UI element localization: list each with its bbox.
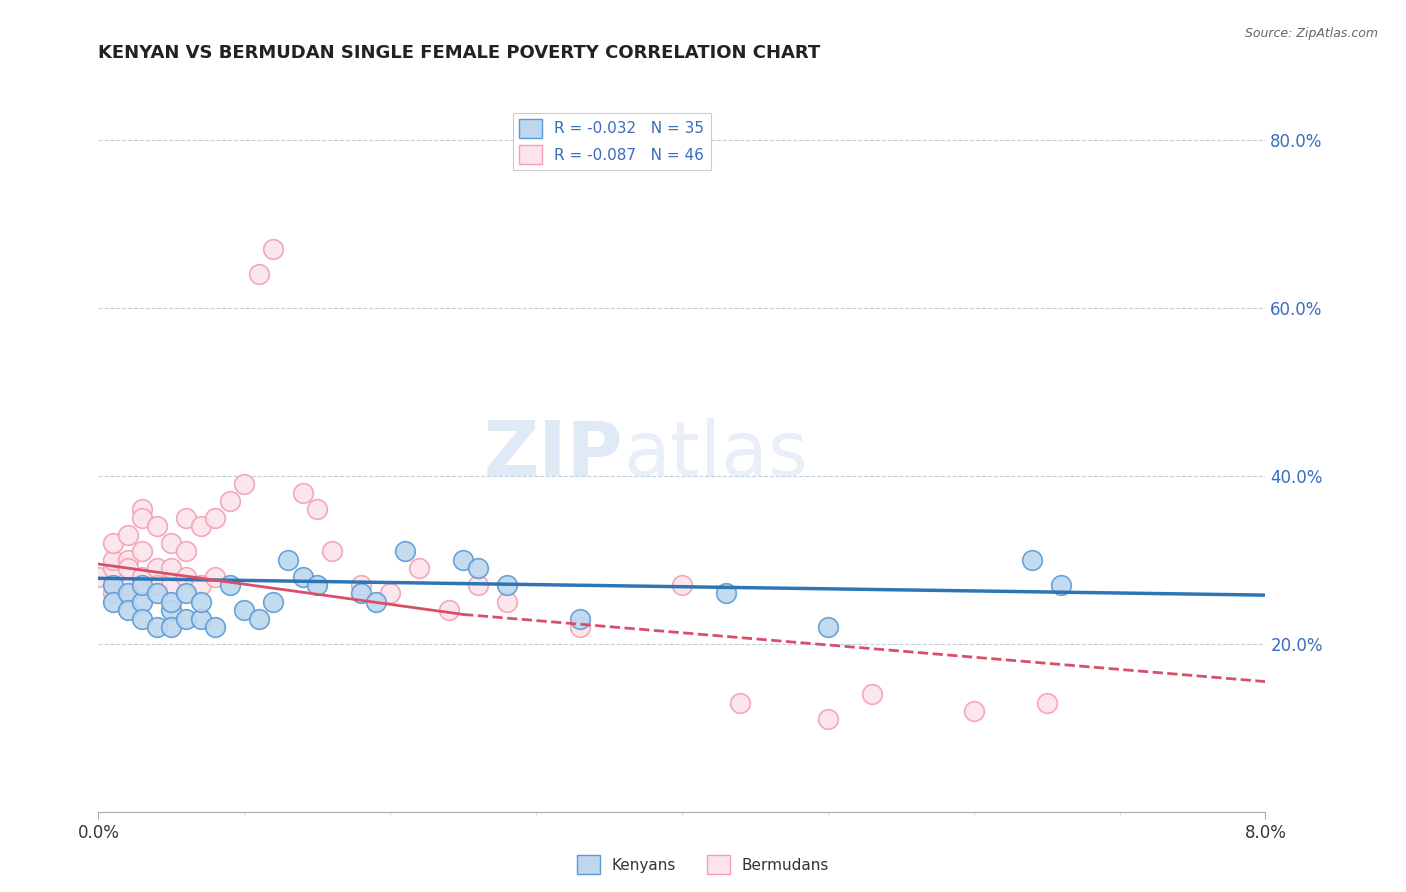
Point <box>568 612 591 626</box>
Point <box>160 561 183 575</box>
Point <box>394 544 416 558</box>
Point <box>437 603 460 617</box>
Point <box>714 586 737 600</box>
Text: Source: ZipAtlas.com: Source: ZipAtlas.com <box>1244 27 1378 40</box>
Point <box>101 595 124 609</box>
Point <box>451 553 474 567</box>
Point <box>860 687 883 701</box>
Text: ZIP: ZIP <box>484 418 624 491</box>
Point <box>307 578 329 592</box>
Legend: Kenyans, Bermudans: Kenyans, Bermudans <box>571 849 835 880</box>
Point <box>131 544 153 558</box>
Point <box>190 578 212 592</box>
Point <box>131 578 153 592</box>
Point <box>204 569 226 583</box>
Point <box>291 485 314 500</box>
Point <box>233 603 256 617</box>
Point <box>1021 553 1043 567</box>
Point <box>568 620 591 634</box>
Point <box>117 586 139 600</box>
Point <box>962 704 984 718</box>
Point <box>218 578 240 592</box>
Point <box>190 595 212 609</box>
Point <box>160 578 183 592</box>
Point <box>131 502 153 516</box>
Point <box>190 519 212 533</box>
Point <box>467 561 489 575</box>
Point <box>247 268 270 282</box>
Point <box>277 553 299 567</box>
Point <box>262 242 284 256</box>
Point <box>233 477 256 491</box>
Point <box>101 536 124 550</box>
Point <box>291 569 314 583</box>
Point <box>174 511 197 525</box>
Point <box>817 712 839 726</box>
Point <box>131 569 153 583</box>
Point <box>101 578 124 592</box>
Point <box>378 586 402 600</box>
Point <box>160 595 183 609</box>
Point <box>160 620 183 634</box>
Point <box>467 578 489 592</box>
Point <box>364 595 387 609</box>
Point <box>131 612 153 626</box>
Point <box>146 620 169 634</box>
Point <box>131 511 153 525</box>
Point <box>174 612 197 626</box>
Point <box>101 553 124 567</box>
Point <box>146 519 169 533</box>
Point <box>146 586 169 600</box>
Point <box>1035 696 1057 710</box>
Point <box>174 544 197 558</box>
Point <box>174 569 197 583</box>
Point <box>131 595 153 609</box>
Point <box>671 578 693 592</box>
Point <box>204 620 226 634</box>
Point <box>101 586 124 600</box>
Point <box>204 511 226 525</box>
Legend: R = -0.032   N = 35, R = -0.087   N = 46: R = -0.032 N = 35, R = -0.087 N = 46 <box>513 113 710 170</box>
Text: KENYAN VS BERMUDAN SINGLE FEMALE POVERTY CORRELATION CHART: KENYAN VS BERMUDAN SINGLE FEMALE POVERTY… <box>98 45 821 62</box>
Point <box>117 561 139 575</box>
Point <box>190 612 212 626</box>
Point <box>247 612 270 626</box>
Point <box>262 595 284 609</box>
Point <box>728 696 751 710</box>
Point <box>160 536 183 550</box>
Point <box>350 578 373 592</box>
Text: atlas: atlas <box>624 418 808 491</box>
Point <box>146 578 169 592</box>
Point <box>218 494 240 508</box>
Point <box>307 502 329 516</box>
Point <box>117 527 139 541</box>
Point <box>496 595 519 609</box>
Point <box>174 586 197 600</box>
Point <box>496 578 519 592</box>
Point <box>817 620 839 634</box>
Point <box>117 578 139 592</box>
Point <box>101 561 124 575</box>
Point <box>117 603 139 617</box>
Point <box>160 603 183 617</box>
Point <box>117 553 139 567</box>
Point <box>146 561 169 575</box>
Point <box>408 561 430 575</box>
Point <box>1050 578 1073 592</box>
Point <box>321 544 343 558</box>
Point <box>87 569 110 583</box>
Point <box>350 586 373 600</box>
